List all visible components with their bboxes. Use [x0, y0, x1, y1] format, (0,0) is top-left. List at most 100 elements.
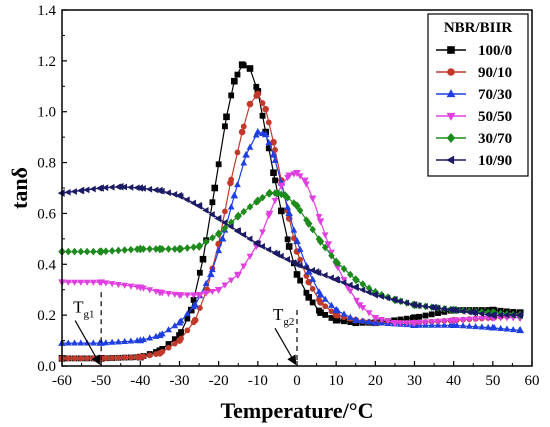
y-tick-label: 1.0 — [37, 105, 56, 121]
series-marker — [190, 243, 197, 252]
series-marker — [133, 245, 141, 254]
series-marker — [152, 288, 160, 295]
series-marker — [77, 279, 85, 286]
series-marker — [184, 327, 191, 334]
series-marker — [402, 299, 410, 307]
series-marker — [214, 215, 222, 222]
series-marker — [134, 354, 141, 361]
series-marker — [265, 119, 272, 126]
series-marker — [371, 319, 379, 326]
data-point — [316, 218, 325, 226]
series-marker — [340, 265, 348, 273]
series-marker — [159, 245, 166, 253]
data-point — [211, 184, 219, 192]
data-point — [242, 150, 250, 158]
y-tick-label: 0.2 — [37, 308, 56, 324]
series-marker — [283, 256, 290, 263]
series-marker — [258, 243, 265, 250]
series-marker — [228, 176, 235, 183]
x-tick-label: 10 — [329, 373, 344, 389]
series-marker — [228, 92, 235, 99]
x-tick-label: -20 — [209, 373, 229, 389]
series-marker — [384, 318, 392, 325]
series-marker — [421, 303, 428, 310]
legend-label: 10/90 — [478, 153, 512, 169]
series-marker — [378, 316, 385, 324]
series-marker — [183, 196, 190, 204]
series-marker — [196, 242, 204, 250]
legend: NBR/BIIR 100/0 90/10 70/30 50/50 30/70 10/90 — [427, 13, 529, 177]
series-marker — [284, 193, 291, 202]
x-axis-title: Temperature/°C — [220, 398, 373, 423]
series-marker — [221, 224, 229, 232]
series-marker — [478, 323, 486, 330]
series-marker — [89, 339, 97, 346]
series-marker — [316, 296, 322, 303]
series-marker — [321, 295, 329, 302]
x-tick-label: 40 — [446, 373, 461, 389]
series-marker — [328, 251, 335, 260]
data-point — [293, 237, 301, 245]
series-marker — [490, 311, 497, 319]
series-marker — [71, 247, 78, 256]
series-marker — [346, 313, 354, 320]
data-point — [238, 128, 246, 136]
series-marker — [309, 225, 316, 234]
y-tick-label: 0.4 — [37, 257, 56, 273]
series-marker — [165, 344, 172, 351]
series-marker — [315, 235, 323, 243]
series-marker — [246, 202, 254, 211]
legend-marker — [446, 132, 456, 144]
series-marker — [271, 197, 279, 205]
data-point — [199, 255, 207, 263]
x-tick-label: 20 — [368, 373, 383, 389]
series-marker — [222, 208, 228, 215]
legend-entry: 10/90 — [436, 153, 512, 169]
series-marker — [240, 62, 247, 69]
data-point — [293, 271, 301, 278]
y-tick-label: 0.6 — [37, 206, 56, 222]
legend-entry: 70/30 — [436, 87, 512, 103]
series-marker — [184, 244, 191, 252]
series-marker — [359, 286, 366, 294]
series-marker — [140, 336, 147, 343]
series-marker — [296, 262, 303, 269]
series-marker — [296, 173, 304, 180]
series-marker — [165, 245, 172, 253]
series-marker — [202, 279, 210, 286]
series-marker — [146, 287, 154, 294]
series-marker — [440, 321, 448, 328]
series-marker — [496, 311, 504, 319]
series-marker — [202, 207, 209, 214]
series-marker — [253, 198, 260, 206]
series-marker — [183, 310, 191, 317]
data-point — [285, 209, 293, 217]
series-marker — [284, 203, 291, 210]
series-marker — [202, 290, 210, 297]
data-point — [316, 290, 325, 298]
series-marker — [234, 212, 241, 221]
series-marker — [96, 247, 103, 256]
series-marker — [164, 189, 171, 197]
series-marker — [265, 246, 272, 254]
series-marker — [446, 306, 453, 314]
series-marker — [196, 292, 204, 299]
series-marker — [396, 297, 403, 305]
series-marker — [397, 320, 404, 327]
series-marker — [83, 279, 91, 286]
series-marker — [127, 337, 135, 344]
series-marker — [128, 354, 134, 361]
series-marker — [196, 202, 203, 210]
series-marker — [64, 339, 72, 346]
series-marker — [215, 229, 222, 238]
series-marker — [146, 245, 153, 253]
series-marker — [309, 275, 317, 282]
series-10-90 — [57, 182, 523, 319]
annotation-arrow — [274, 327, 297, 366]
series-marker — [158, 330, 166, 337]
legend-marker — [447, 46, 455, 54]
series-marker — [453, 307, 460, 314]
series-marker — [252, 131, 260, 138]
series-marker — [278, 190, 285, 199]
series-marker — [390, 320, 398, 327]
